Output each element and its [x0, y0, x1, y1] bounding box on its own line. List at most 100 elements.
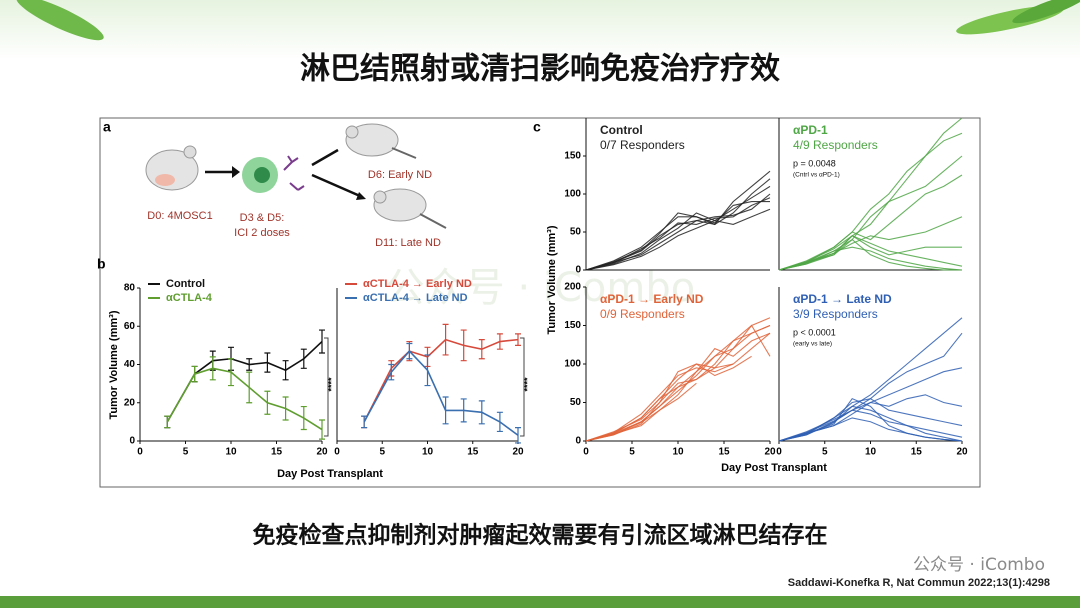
y-tick-label: 150: [564, 151, 581, 162]
error-bar: [164, 415, 171, 429]
x-tick-label: 0: [334, 447, 340, 458]
step-label: D3 & D5:: [240, 212, 285, 224]
figure-watermark: 公众号 · iCombo: [385, 265, 696, 311]
arrowhead: [356, 192, 366, 200]
significance: ****: [326, 377, 336, 392]
error-bar: [228, 358, 234, 387]
error-bar: [319, 329, 325, 354]
p-value: p = 0.0048: [793, 158, 836, 168]
arrowhead: [232, 166, 240, 178]
series-line: [585, 382, 697, 442]
citation: Saddawi-Konefka R, Nat Commun 2022;13(1)…: [788, 577, 1050, 589]
x-tick-label: 20: [512, 447, 524, 458]
series-line: [585, 193, 771, 271]
plot-title: αPD-1 → Early ND: [600, 292, 704, 306]
x-tick-label: 10: [865, 447, 877, 458]
y-axis-label: Tumor Volume (mm³): [108, 310, 120, 419]
x-tick-label: 0: [137, 447, 143, 458]
x-tick-label: 0: [583, 447, 589, 458]
responders: 4/9 Responders: [793, 138, 878, 152]
x-tick-label: 5: [379, 447, 385, 458]
series-line: [778, 235, 963, 271]
x-axis-label: Day Post Transplant: [721, 462, 827, 474]
y-tick-label: 20: [124, 397, 136, 408]
leaf: [16, 0, 104, 41]
error-bar: [478, 400, 485, 425]
plot-title: αPD-1 → Late ND: [793, 292, 892, 306]
x-tick-label: 10: [422, 447, 434, 458]
responders: 0/9 Responders: [600, 307, 685, 321]
watermark: 公众号 · iCombo: [913, 555, 1045, 575]
panel-label: c: [533, 119, 541, 135]
panel-label: a: [103, 119, 111, 135]
error-bar: [282, 360, 289, 381]
y-tick-label: 0: [575, 436, 581, 447]
series-line: [778, 117, 963, 271]
x-tick-label: 0: [776, 447, 782, 458]
series-line: [585, 170, 771, 271]
error-bar: [424, 354, 431, 387]
error-bar: [209, 356, 216, 381]
top-band: [0, 0, 1080, 60]
series-line: [585, 208, 771, 271]
error-bar: [478, 339, 485, 360]
series-line: [778, 155, 963, 271]
arrow: [311, 148, 339, 167]
error-bar: [191, 365, 198, 383]
x-tick-label: 5: [822, 447, 828, 458]
caption: 免疫检查点抑制剂对肿瘤起效需要有引流区域淋巴结存在: [253, 522, 828, 549]
error-bar: [300, 405, 307, 431]
y-tick-label: 100: [564, 189, 581, 200]
mouse-icon: [373, 188, 447, 229]
cell-nucleus: [254, 167, 270, 183]
x-tick-label: 15: [467, 447, 479, 458]
significance-bracket: [324, 337, 329, 437]
error-bar: [246, 371, 253, 404]
step-label: D0: 4MOSC1: [147, 210, 212, 222]
error-bar: [496, 333, 503, 350]
panel-label: b: [97, 256, 106, 272]
mouse-icon: [345, 123, 417, 159]
error-bar: [460, 329, 467, 362]
significance-bracket: [520, 337, 525, 437]
mouse-icon: [145, 145, 199, 191]
series-line: [778, 238, 962, 271]
bottom-band: [0, 596, 1080, 608]
responders: 3/9 Responders: [793, 307, 878, 321]
series-line: [778, 409, 963, 442]
x-tick-label: 15: [718, 447, 730, 458]
y-tick-label: 80: [124, 283, 136, 294]
y-tick-label: 100: [564, 359, 581, 370]
y-tick-label: 50: [570, 397, 582, 408]
p-value: p < 0.0001: [793, 327, 836, 337]
series-line: [585, 363, 734, 442]
error-bar: [442, 323, 449, 356]
y-tick-label: 0: [575, 265, 581, 276]
error-bar: [388, 363, 395, 381]
error-bar: [442, 396, 449, 425]
error-bar: [319, 419, 325, 440]
y-tick-label: 200: [564, 282, 581, 293]
p-note: (Cntrl vs αPD-1): [793, 172, 840, 179]
y-tick-label: 40: [124, 359, 136, 370]
y-axis-label: Tumor Volume (mm³): [546, 225, 558, 334]
y-tick-label: 0: [129, 436, 135, 447]
responders: 0/7 Responders: [600, 138, 685, 152]
error-bar: [282, 396, 289, 421]
significance: ****: [522, 377, 532, 392]
leaf: [1012, 0, 1080, 24]
series-line: [585, 332, 771, 442]
series-line: [778, 132, 963, 271]
step-label: D11: Late ND: [375, 237, 441, 249]
slide-title: 淋巴结照射或清扫影响免疫治疗疗效: [300, 52, 780, 87]
y-tick-label: 50: [570, 227, 582, 238]
series-line: [585, 355, 752, 442]
x-axis-label: Day Post Transplant: [277, 468, 383, 480]
x-tick-label: 10: [225, 447, 237, 458]
step-label: ICI 2 doses: [234, 227, 290, 239]
antibody-icon: [283, 155, 305, 191]
x-tick-label: 10: [672, 447, 684, 458]
error-bar: [246, 358, 253, 371]
error-bar: [300, 348, 307, 369]
